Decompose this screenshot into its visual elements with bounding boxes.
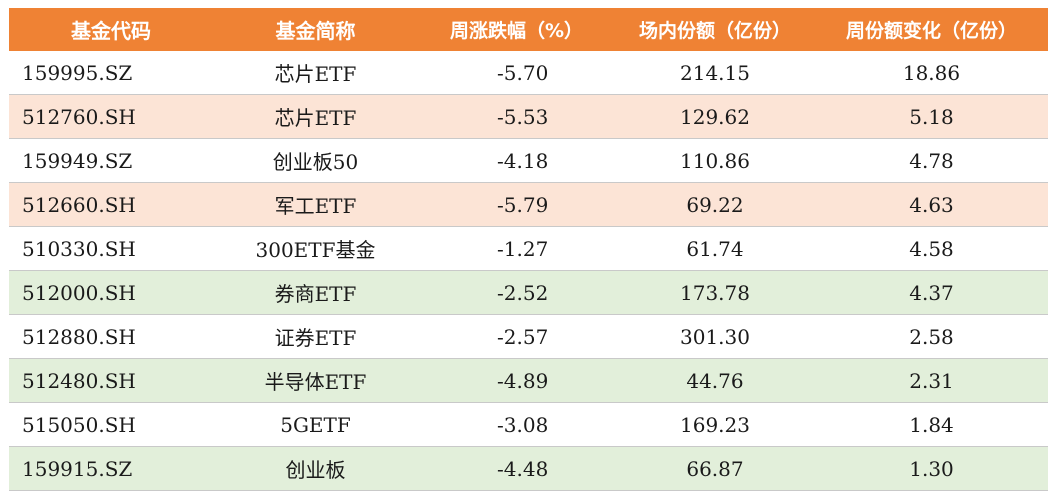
on-exchange-shares-cell: 173.78 (615, 270, 815, 315)
fund-name-cell: 300ETF基金 (213, 226, 418, 271)
weekly-change-cell: -5.79 (418, 182, 615, 227)
fund-code-cell: 512480.SH (9, 358, 213, 403)
fund-name-cell: 军工ETF (213, 182, 418, 227)
fund-code-cell: 515050.SH (9, 402, 213, 447)
table-header-row: 基金代码 基金简称 周涨跌幅（%） 场内份额（亿份） 周份额变化（亿份） (9, 8, 1048, 51)
weekly-share-change-cell: 1.30 (815, 446, 1048, 491)
on-exchange-shares-cell: 66.87 (615, 446, 815, 491)
weekly-share-change-cell: 2.58 (815, 314, 1048, 359)
weekly-share-change-cell: 4.63 (815, 182, 1048, 227)
on-exchange-shares-cell: 169.23 (615, 402, 815, 447)
header-weekly-share-change: 周份额变化（亿份） (815, 8, 1048, 51)
fund-code-cell: 159949.SZ (9, 138, 213, 183)
fund-code-cell: 159995.SZ (9, 51, 213, 95)
table-row: 159995.SZ 芯片ETF -5.70 214.15 18.86 (9, 51, 1048, 95)
weekly-share-change-cell: 2.31 (815, 358, 1048, 403)
on-exchange-shares-cell: 61.74 (615, 226, 815, 271)
fund-code-cell: 159915.SZ (9, 446, 213, 491)
table-row: 159949.SZ 创业板50 -4.18 110.86 4.78 (9, 138, 1048, 183)
header-fund-name: 基金简称 (213, 8, 418, 51)
fund-name-cell: 证券ETF (213, 314, 418, 359)
fund-name-cell: 5GETF (213, 402, 418, 447)
table-row: 512760.SH 芯片ETF -5.53 129.62 5.18 (9, 94, 1048, 139)
fund-name-cell: 券商ETF (213, 270, 418, 315)
table-row: 512000.SH 券商ETF -2.52 173.78 4.37 (9, 270, 1048, 315)
on-exchange-shares-cell: 44.76 (615, 358, 815, 403)
table-row: 510330.SH 300ETF基金 -1.27 61.74 4.58 (9, 226, 1048, 271)
on-exchange-shares-cell: 214.15 (615, 51, 815, 95)
weekly-change-cell: -4.89 (418, 358, 615, 403)
header-fund-code: 基金代码 (9, 8, 213, 51)
fund-name-cell: 创业板 (213, 446, 418, 491)
weekly-change-cell: -4.18 (418, 138, 615, 183)
weekly-share-change-cell: 1.84 (815, 402, 1048, 447)
fund-code-cell: 512660.SH (9, 182, 213, 227)
weekly-change-cell: -3.08 (418, 402, 615, 447)
weekly-change-cell: -5.70 (418, 51, 615, 95)
weekly-share-change-cell: 5.18 (815, 94, 1048, 139)
weekly-share-change-cell: 4.78 (815, 138, 1048, 183)
header-on-exchange-shares: 场内份额（亿份） (615, 8, 815, 51)
header-weekly-change: 周涨跌幅（%） (418, 8, 615, 51)
weekly-change-cell: -5.53 (418, 94, 615, 139)
fund-code-cell: 510330.SH (9, 226, 213, 271)
on-exchange-shares-cell: 301.30 (615, 314, 815, 359)
fund-name-cell: 芯片ETF (213, 51, 418, 95)
weekly-share-change-cell: 4.58 (815, 226, 1048, 271)
fund-code-cell: 512880.SH (9, 314, 213, 359)
fund-name-cell: 半导体ETF (213, 358, 418, 403)
table-row: 512660.SH 军工ETF -5.79 69.22 4.63 (9, 182, 1048, 227)
fund-name-cell: 创业板50 (213, 138, 418, 183)
weekly-change-cell: -1.27 (418, 226, 615, 271)
fund-code-cell: 512000.SH (9, 270, 213, 315)
weekly-change-cell: -2.52 (418, 270, 615, 315)
on-exchange-shares-cell: 110.86 (615, 138, 815, 183)
fund-code-cell: 512760.SH (9, 94, 213, 139)
table-row: 512880.SH 证券ETF -2.57 301.30 2.58 (9, 314, 1048, 359)
table-row: 512480.SH 半导体ETF -4.89 44.76 2.31 (9, 358, 1048, 403)
weekly-change-cell: -2.57 (418, 314, 615, 359)
fund-name-cell: 芯片ETF (213, 94, 418, 139)
table-row: 159915.SZ 创业板 -4.48 66.87 1.30 (9, 446, 1048, 491)
weekly-change-cell: -4.48 (418, 446, 615, 491)
on-exchange-shares-cell: 129.62 (615, 94, 815, 139)
table-row: 515050.SH 5GETF -3.08 169.23 1.84 (9, 402, 1048, 447)
on-exchange-shares-cell: 69.22 (615, 182, 815, 227)
weekly-share-change-cell: 18.86 (815, 51, 1048, 95)
weekly-share-change-cell: 4.37 (815, 270, 1048, 315)
fund-share-table: 基金代码 基金简称 周涨跌幅（%） 场内份额（亿份） 周份额变化（亿份） 159… (9, 8, 1048, 491)
